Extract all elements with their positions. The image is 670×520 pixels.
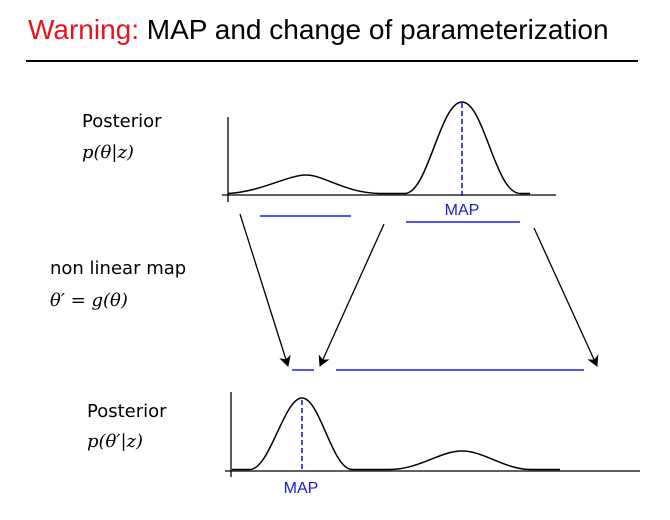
- bottom-map-label: MAP: [284, 480, 319, 497]
- bottom-posterior-label: Posterior: [87, 401, 167, 422]
- top-posterior-label: Posterior: [82, 111, 162, 132]
- arrow-left-inner: [318, 223, 385, 367]
- nonlinear-map-label: non linear map: [50, 258, 187, 279]
- title-text: MAP and change of parameterization: [139, 14, 609, 45]
- bottom-posterior-formula: p(θ′|z): [87, 431, 144, 452]
- warning-label: Warning:: [28, 14, 140, 45]
- top-posterior-formula: p(θ|z): [82, 142, 134, 163]
- bottom-posterior-curve: [232, 397, 560, 471]
- top-posterior-curve: [227, 101, 530, 195]
- slide-title: Warning: MAP and change of parameterizat…: [28, 14, 609, 46]
- top-map-label: MAP: [445, 202, 480, 219]
- title-divider: [26, 60, 638, 62]
- mapping-formula: θ′ = g(θ): [50, 290, 128, 311]
- arrow-left-outer: [239, 213, 291, 367]
- arrow-right-outer: [533, 227, 599, 367]
